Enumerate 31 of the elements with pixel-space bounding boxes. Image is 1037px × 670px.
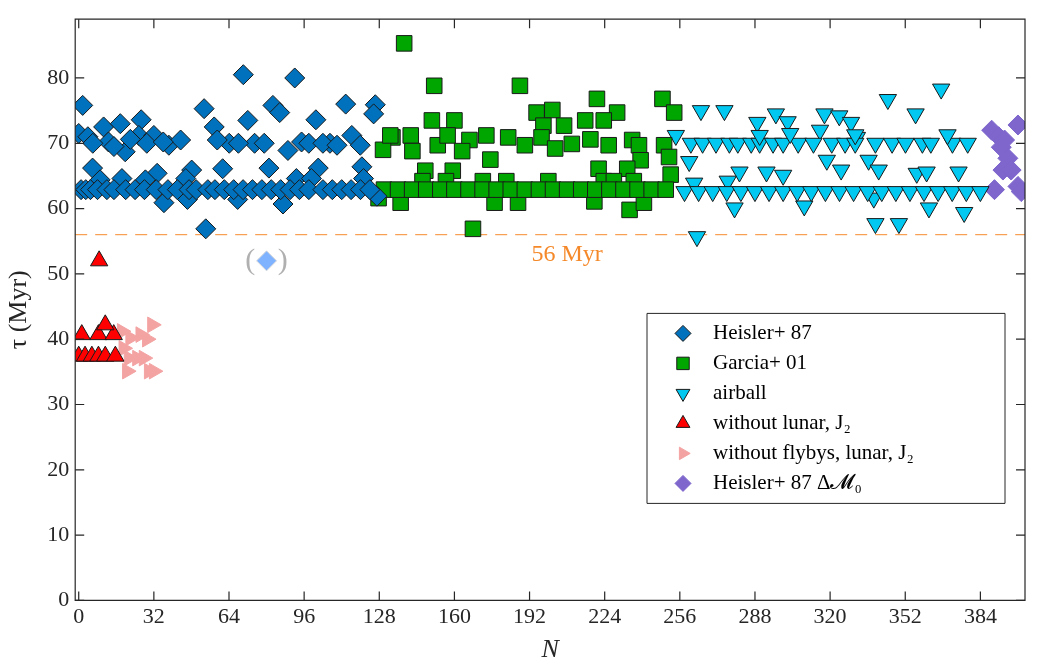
legend-label: Garcia+ 01 (713, 349, 808, 374)
y-axis-title: τ (Myr) (3, 270, 33, 350)
x-tick-label: 192 (513, 603, 547, 629)
y-tick-label: 60 (47, 194, 70, 220)
x-tick-label: 64 (218, 603, 240, 629)
x-tick-label: 96 (293, 603, 316, 629)
y-tick-label: 40 (47, 324, 70, 350)
y-tick-label: 10 (47, 520, 70, 546)
legend-label: without flybys, lunar, J₂ (713, 439, 914, 464)
x-axis-title: N (540, 634, 561, 664)
ref-line-label: 56 Myr (531, 240, 603, 266)
annotation: ( ) (245, 241, 288, 276)
x-tick-label: 224 (588, 603, 622, 629)
x-tick-label: 288 (738, 603, 772, 629)
x-tick-label: 320 (813, 603, 847, 629)
y-tick-label: 20 (47, 455, 70, 481)
y-tick-label: 0 (58, 586, 70, 612)
x-tick-label: 32 (142, 603, 165, 629)
y-tick-label: 30 (47, 390, 70, 416)
legend-label: Heisler+ 87 (713, 319, 812, 344)
y-tick-label: 50 (47, 259, 70, 285)
x-tick-label: 128 (362, 603, 396, 629)
legend-label: Heisler+ 87 Δ𝓜₀ (713, 469, 862, 494)
legend-label: without lunar, J₂ (713, 409, 851, 434)
x-tick-label: 352 (888, 603, 922, 629)
y-tick-label: 80 (47, 63, 70, 89)
legend-label: airball (713, 379, 767, 404)
x-tick-label: 160 (437, 603, 471, 629)
x-tick-label: 384 (963, 603, 997, 629)
x-tick-label: 256 (663, 603, 697, 629)
y-tick-label: 70 (47, 129, 70, 155)
